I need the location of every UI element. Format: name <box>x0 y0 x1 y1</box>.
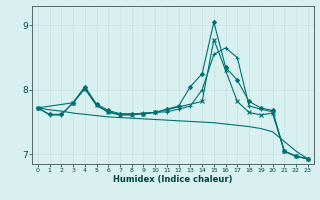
X-axis label: Humidex (Indice chaleur): Humidex (Indice chaleur) <box>113 175 233 184</box>
